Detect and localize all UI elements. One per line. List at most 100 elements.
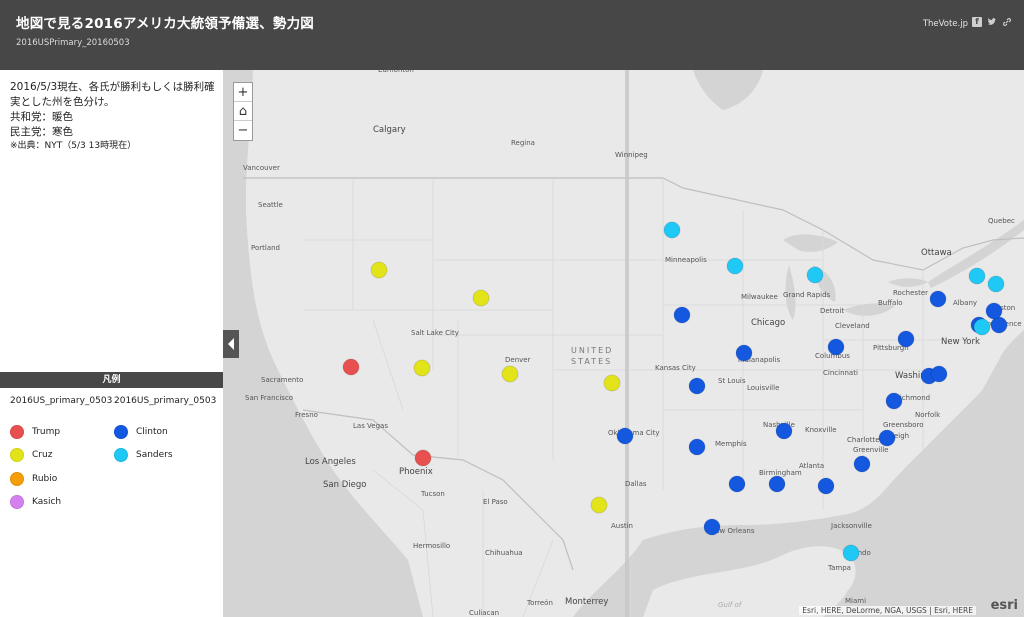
place-label: Minneapolis: [665, 256, 707, 264]
place-label: Calgary: [373, 125, 406, 135]
zoom-in-button[interactable]: +: [234, 83, 252, 102]
app-header: 地図で見る2016アメリカ大統領予備選、勢力図 2016USPrimary_20…: [0, 0, 1024, 70]
page-title: 地図で見る2016アメリカ大統領予備選、勢力図: [16, 16, 314, 32]
state-marker-cruz[interactable]: [413, 359, 431, 377]
country-label-line2: STATES: [571, 357, 612, 366]
legend-item-trump: Trump: [10, 420, 112, 444]
legend-item-rubio: Rubio: [10, 467, 112, 491]
state-marker-clinton[interactable]: [688, 438, 706, 456]
state-marker-sanders[interactable]: [987, 275, 1005, 293]
legend-layer-name: 2016US_primary_0503: [114, 396, 217, 406]
place-label: Tucson: [420, 490, 445, 498]
state-marker-sanders[interactable]: [726, 257, 744, 275]
state-marker-clinton[interactable]: [728, 475, 746, 493]
state-marker-trump[interactable]: [342, 358, 360, 376]
place-label: Winnipeg: [615, 151, 648, 159]
state-marker-clinton[interactable]: [688, 377, 706, 395]
place-label: Jacksonville: [830, 522, 872, 530]
place-label: San Francisco: [245, 394, 293, 402]
place-label: Raleigh: [883, 432, 909, 440]
state-marker-cruz[interactable]: [472, 289, 490, 307]
description: 2016/5/3現在、各氏が勝利もしくは勝利確 実とした州を色分け。 共和党：暖…: [10, 80, 218, 152]
place-label: Louisville: [747, 384, 779, 392]
state-marker-trump[interactable]: [414, 449, 432, 467]
place-label: Knoxville: [805, 426, 837, 434]
state-marker-clinton[interactable]: [930, 365, 948, 383]
map-view[interactable]: Edmonton Calgary Regina Winnipeg Vancouver Se…: [223, 70, 1024, 617]
state-marker-clinton[interactable]: [817, 477, 835, 495]
place-label: Greenville: [853, 446, 888, 454]
facebook-icon[interactable]: f: [972, 17, 982, 27]
state-marker-sanders[interactable]: [663, 221, 681, 239]
link-icon[interactable]: [1002, 17, 1012, 27]
legend-swatch: [10, 495, 24, 510]
state-marker-sanders[interactable]: [968, 267, 986, 285]
legend-swatch: [10, 448, 24, 463]
state-marker-clinton[interactable]: [853, 455, 871, 473]
place-label: Cleveland: [835, 322, 870, 330]
place-label: Buffalo: [878, 299, 903, 307]
zoom-out-button[interactable]: −: [237, 123, 249, 138]
esri-logo[interactable]: esri: [990, 598, 1018, 613]
place-label: Pittsburgh: [873, 344, 909, 352]
place-label: Quebec: [988, 217, 1015, 225]
place-label: Dallas: [625, 480, 647, 488]
place-label: Denver: [505, 356, 531, 364]
state-marker-clinton[interactable]: [827, 338, 845, 356]
state-marker-cruz[interactable]: [370, 261, 388, 279]
state-marker-sanders[interactable]: [973, 318, 991, 336]
home-button[interactable]: ⌂: [234, 102, 252, 121]
page-subtitle: 2016USPrimary_20160503: [16, 38, 130, 48]
place-label: New Orleans: [710, 527, 755, 535]
place-label: Las Vegas: [353, 422, 388, 430]
state-marker-clinton[interactable]: [735, 344, 753, 362]
legend-item-kasich: Kasich: [10, 491, 112, 515]
state-marker-clinton[interactable]: [985, 302, 1003, 320]
place-label: Portland: [251, 244, 280, 252]
state-marker-sanders[interactable]: [806, 266, 824, 284]
place-label: Salt Lake City: [411, 329, 459, 337]
place-label: St Louis: [718, 377, 746, 385]
place-label: Detroit: [820, 307, 844, 315]
state-marker-clinton[interactable]: [673, 306, 691, 324]
place-label: Chicago: [751, 318, 785, 328]
place-label: Torreón: [526, 599, 553, 607]
place-label: Vancouver: [243, 164, 280, 172]
state-marker-clinton[interactable]: [703, 518, 721, 536]
place-label: Sacramento: [261, 376, 303, 384]
state-marker-sanders[interactable]: [842, 544, 860, 562]
legend-label: Kasich: [32, 497, 62, 508]
state-marker-clinton[interactable]: [878, 429, 896, 447]
legend-layer-name: 2016US_primary_0503: [10, 396, 113, 406]
place-label: Birmingham: [759, 469, 802, 477]
place-label: Tampa: [827, 564, 851, 572]
place-label: Milwaukee: [741, 293, 778, 301]
place-label: Chihuahua: [485, 549, 523, 557]
legend-swatch: [114, 424, 128, 439]
place-label: Norfolk: [915, 411, 941, 419]
place-label: Rochester: [893, 289, 928, 297]
state-markers: [342, 221, 1008, 562]
state-marker-clinton[interactable]: [885, 392, 903, 410]
description-line: 実とした州を色分け。: [10, 96, 115, 108]
legend-label: Clinton: [136, 426, 168, 437]
legend-swatch: [10, 424, 24, 439]
brand-link[interactable]: TheVote.jp: [922, 19, 968, 29]
place-labels: Edmonton Calgary Regina Winnipeg Vancouver Se…: [243, 70, 1022, 617]
social-links: f: [972, 17, 1012, 27]
collapse-panel-button[interactable]: [223, 330, 239, 358]
legend-label: Trump: [32, 426, 61, 437]
state-marker-clinton[interactable]: [897, 330, 915, 348]
state-marker-clinton[interactable]: [775, 422, 793, 440]
legend-item-sanders: Sanders: [114, 444, 216, 468]
state-marker-cruz[interactable]: [590, 496, 608, 514]
state-marker-cruz[interactable]: [603, 374, 621, 392]
place-label: Richmond: [895, 394, 930, 402]
state-marker-clinton[interactable]: [768, 475, 786, 493]
twitter-icon[interactable]: [987, 17, 997, 27]
state-marker-clinton[interactable]: [929, 290, 947, 308]
description-line: 2016/5/3現在、各氏が勝利もしくは勝利確: [10, 81, 215, 93]
state-marker-cruz[interactable]: [501, 365, 519, 383]
state-marker-clinton[interactable]: [616, 427, 634, 445]
map-attribution[interactable]: Esri, HERE, DeLorme, NGA, USGS | Esri, H…: [799, 606, 976, 615]
